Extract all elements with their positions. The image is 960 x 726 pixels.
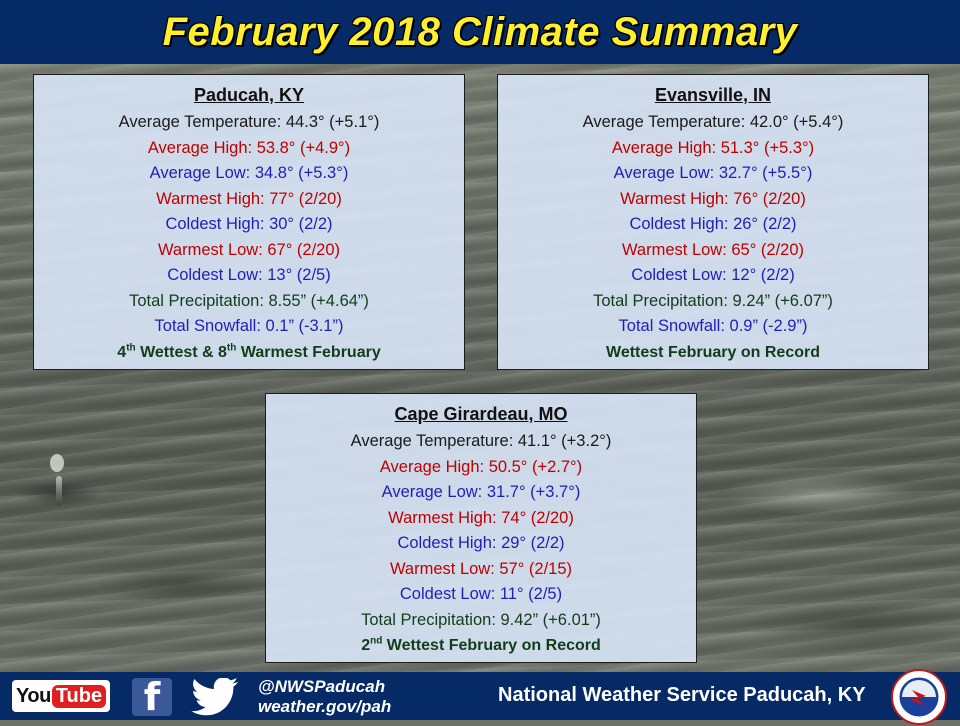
station-name: Evansville, IN [654,85,772,105]
record-note: 4th Wettest & 8th Warmest February [34,340,464,366]
average-high: Average High: 51.3° (+5.3°) [611,138,815,157]
facebook-glyph: f [143,675,161,719]
note-superscript: th [126,342,136,354]
facebook-icon[interactable]: f [132,678,172,716]
station-name: Cape Girardeau, MO [394,404,568,424]
coldest-high: Coldest High: 26° (2/2) [629,215,797,233]
average-low: Average Low: 32.7° (+5.5°) [613,164,813,182]
coldest-low: Coldest Low: 13° (2/5) [167,266,331,284]
coldest-low: Coldest Low: 11° (2/5) [399,585,563,603]
warmest-low: Warmest Low: 65° (2/20) [621,240,805,259]
note-text: Warmest February [236,343,381,361]
note-text: 2 [361,637,371,654]
warmest-high: Warmest High: 74° (2/20) [388,508,574,527]
note-text: 4 [117,343,127,361]
record-note: Wettest February on Record [606,343,820,361]
total-precipitation: Total Precipitation: 8.55” (+4.64”) [129,291,369,310]
page-title: February 2018 Climate Summary [162,9,798,54]
coldest-high: Coldest High: 29° (2/2) [397,534,565,552]
station-panel-evansville: Evansville, IN Average Temperature: 42.0… [497,74,929,370]
record-note: 2nd Wettest February on Record [266,633,696,659]
twitter-icon[interactable] [188,678,240,716]
warmest-low: Warmest Low: 67° (2/20) [157,240,341,259]
note-superscript: nd [370,635,383,647]
raindrop-splash [50,454,64,472]
coldest-high: Coldest High: 30° (2/2) [165,215,333,233]
average-temperature: Average Temperature: 44.3° (+5.1°) [118,113,380,131]
warmest-low: Warmest Low: 57° (2/15) [389,559,573,578]
station-panel-paducah: Paducah, KY Average Temperature: 44.3° (… [33,74,465,370]
social-handles: @NWSPaducah weather.gov/pah [258,677,391,717]
total-precipitation: Total Precipitation: 9.24” (+6.07”) [593,291,833,310]
header-bar: February 2018 Climate Summary [0,0,960,64]
footer-bar: You Tube f @NWSPaducah weather.gov/pah N… [0,672,960,720]
raindrop-splash-stem [56,476,62,506]
average-temperature: Average Temperature: 41.1° (+3.2°) [350,432,612,450]
coldest-low: Coldest Low: 12° (2/2) [631,266,795,284]
average-high: Average High: 50.5° (+2.7°) [379,457,583,476]
average-high: Average High: 53.8° (+4.9°) [147,138,351,157]
average-temperature: Average Temperature: 42.0° (+5.4°) [582,113,844,131]
average-low: Average Low: 34.8° (+5.3°) [149,164,349,182]
note-superscript: th [226,342,237,354]
youtube-you-text: You [16,684,51,707]
total-snowfall: Total Snowfall: 0.9” (-2.9”) [618,317,808,335]
warmest-high: Warmest High: 77° (2/20) [156,189,342,208]
total-precipitation: Total Precipitation: 9.42” (+6.01”) [361,610,601,629]
youtube-icon[interactable]: You Tube [12,680,111,712]
station-name: Paducah, KY [193,85,305,105]
warmest-high: Warmest High: 76° (2/20) [620,189,806,208]
twitter-handle[interactable]: @NWSPaducah [258,677,386,696]
note-text: Wettest February on Record [382,637,601,654]
average-low: Average Low: 31.7° (+3.7°) [381,483,581,501]
website-link[interactable]: weather.gov/pah [258,697,392,716]
youtube-tube-text: Tube [51,684,107,708]
note-text: Wettest & 8 [135,343,227,361]
nws-logo-icon [891,669,947,725]
office-name: National Weather Service Paducah, KY [498,684,866,706]
total-snowfall: Total Snowfall: 0.1” (-3.1”) [154,317,344,335]
station-panel-cape-girardeau: Cape Girardeau, MO Average Temperature: … [265,393,697,663]
